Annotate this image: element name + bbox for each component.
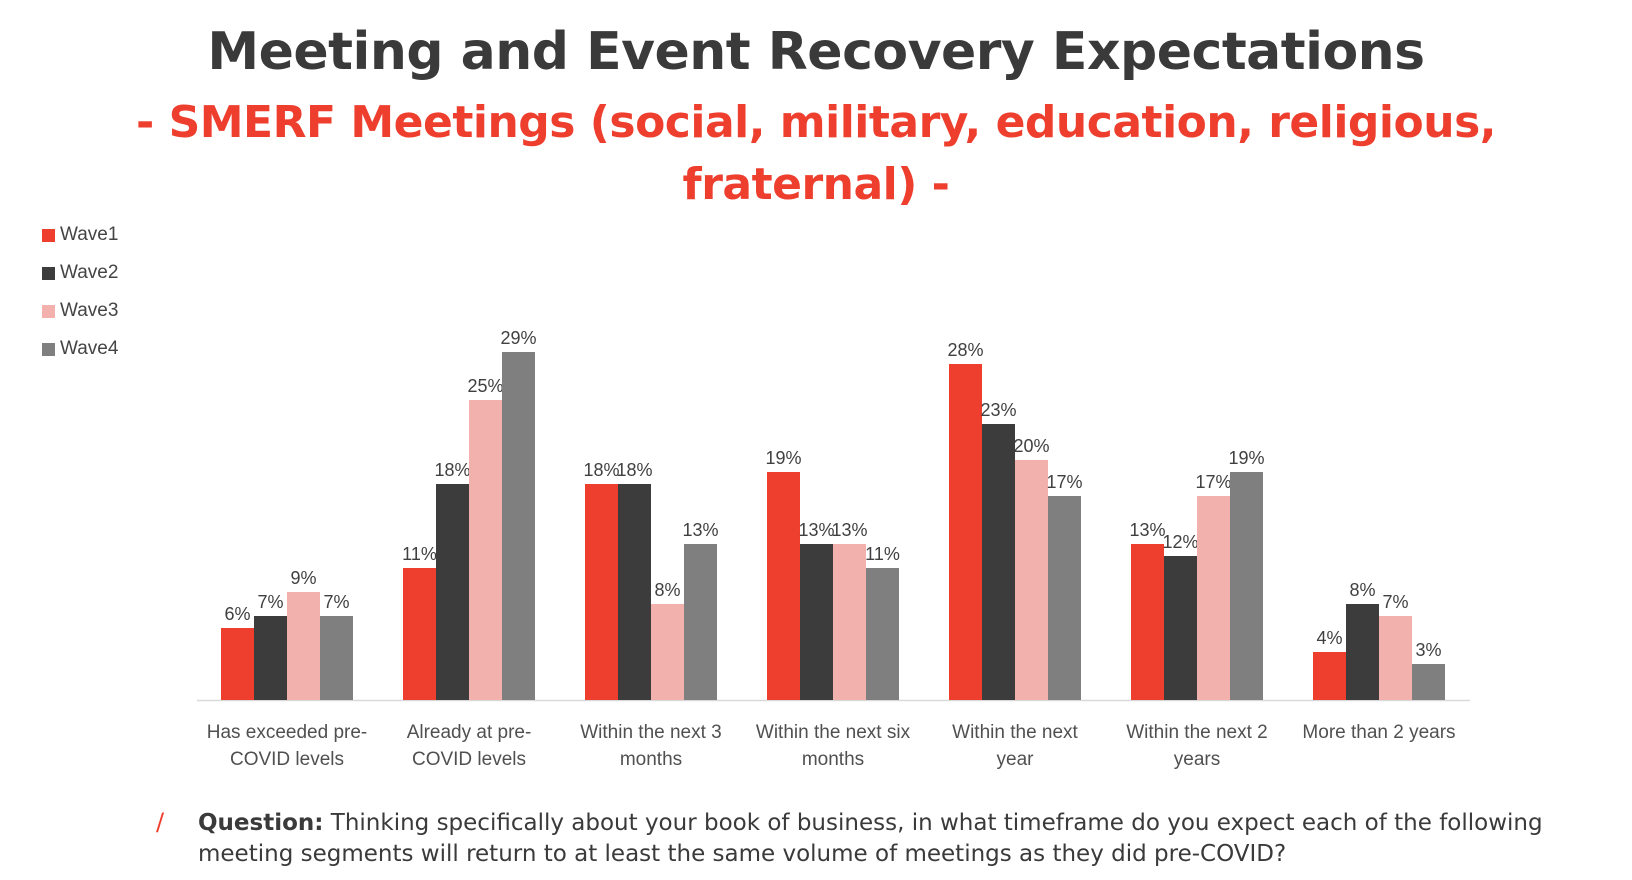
bar-wave3-4 [833, 544, 866, 700]
data-label-wave2-1: 7% [257, 592, 283, 612]
question-footnote: Question: Thinking specifically about yo… [198, 808, 1598, 870]
legend-label-wave4: Wave4 [60, 338, 119, 359]
category-label-line: Within the next six [756, 722, 911, 743]
bar-wave2-2 [436, 484, 469, 700]
bar-wave4-7 [1412, 664, 1445, 700]
data-label-wave3-1: 9% [290, 568, 316, 588]
bar-wave1-1 [221, 628, 254, 700]
category-label-7: More than 2 years [1302, 722, 1455, 743]
bar-wave4-4 [866, 568, 899, 700]
question-label: Question: [198, 810, 324, 836]
legend-swatch-wave3 [42, 304, 55, 318]
bar-wave2-4 [800, 544, 833, 700]
legend-label-wave3: Wave3 [60, 300, 119, 321]
legend-swatch-wave4 [42, 342, 55, 356]
legend-item-wave1: Wave1 [42, 216, 118, 254]
bar-wave1-2 [403, 568, 436, 700]
category-label-line: COVID levels [230, 749, 344, 770]
bar-chart: 6% 7% 9% 7% Has exceeded pre- COVID levels 11%… [197, 328, 1470, 770]
bar-wave2-3 [618, 484, 651, 700]
data-label-wave2-2: 18% [434, 460, 470, 480]
data-label-wave4-1: 7% [323, 592, 349, 612]
category-label-6: Within the next 2 years [1126, 722, 1268, 770]
bar-wave1-5 [949, 364, 982, 700]
bar-wave1-4 [767, 472, 800, 700]
category-label-line: Within the next [952, 722, 1078, 743]
legend-item-wave4: Wave4 [42, 330, 118, 368]
legend-label-wave1: Wave1 [60, 224, 119, 245]
category-label-line: COVID levels [412, 749, 526, 770]
bar-wave3-6 [1197, 496, 1230, 700]
bar-wave4-2 [502, 352, 535, 700]
category-label-1: Has exceeded pre- COVID levels [207, 722, 368, 770]
legend: Wave1 Wave2 Wave3 Wave4 [42, 216, 118, 368]
bar-wave2-6 [1164, 556, 1197, 700]
bar-wave3-1 [287, 592, 320, 700]
question-text: Thinking specifically about your book of… [198, 810, 1543, 867]
bar-wave4-6 [1230, 472, 1263, 700]
data-label-wave1-2: 11% [402, 544, 437, 564]
data-label-wave3-5: 20% [1013, 436, 1049, 456]
category-label-line: year [997, 749, 1035, 770]
category-label-line: More than 2 years [1302, 722, 1455, 743]
data-label-wave4-4: 11% [865, 544, 900, 564]
data-label-wave3-4: 13% [831, 520, 867, 540]
category-label-line: Within the next 2 [1126, 722, 1268, 743]
bar-wave3-7 [1379, 616, 1412, 700]
bar-wave1-3 [585, 484, 618, 700]
data-label-wave4-6: 19% [1228, 448, 1264, 468]
category-label-2: Already at pre- COVID levels [407, 722, 532, 770]
legend-label-wave2: Wave2 [60, 262, 119, 283]
bar-wave4-3 [684, 544, 717, 700]
category-label-line: years [1174, 749, 1220, 770]
category-label-line: Already at pre- [407, 722, 532, 743]
footer-marker: / [156, 808, 165, 836]
chart-subtitle: - SMERF Meetings (social, military, educ… [136, 97, 1496, 210]
data-label-wave2-3: 18% [616, 460, 652, 480]
category-label-3: Within the next 3 months [580, 722, 722, 770]
category-label-5: Within the next year [952, 722, 1078, 770]
category-label-line: months [802, 749, 864, 770]
legend-swatch-wave2 [42, 266, 55, 280]
data-label-wave2-7: 8% [1349, 580, 1375, 600]
bar-wave1-7 [1313, 652, 1346, 700]
data-label-wave1-1: 6% [224, 604, 250, 624]
data-label-wave2-4: 13% [798, 520, 834, 540]
data-label-wave1-7: 4% [1316, 628, 1342, 648]
data-label-wave4-3: 13% [682, 520, 718, 540]
data-label-wave4-5: 17% [1046, 472, 1082, 492]
bar-wave3-2 [469, 400, 502, 700]
legend-item-wave3: Wave3 [42, 292, 118, 330]
data-label-wave4-7: 3% [1415, 640, 1441, 660]
bar-wave2-1 [254, 616, 287, 700]
data-label-wave1-6: 13% [1129, 520, 1165, 540]
bar-wave3-3 [651, 604, 684, 700]
bar-wave4-5 [1048, 496, 1081, 700]
data-label-wave1-3: 18% [583, 460, 619, 480]
bar-wave1-6 [1131, 544, 1164, 700]
category-label-line: months [620, 749, 682, 770]
legend-swatch-wave1 [42, 228, 55, 242]
data-label-wave2-5: 23% [980, 400, 1016, 420]
category-label-line: Within the next 3 [580, 722, 722, 743]
data-label-wave3-2: 25% [467, 376, 503, 396]
bar-wave2-7 [1346, 604, 1379, 700]
data-label-wave3-6: 17% [1195, 472, 1231, 492]
bar-wave3-5 [1015, 460, 1048, 700]
data-label-wave4-2: 29% [500, 328, 536, 348]
data-label-wave3-3: 8% [654, 580, 680, 600]
data-label-wave2-6: 12% [1162, 532, 1198, 552]
data-label-wave1-5: 28% [947, 340, 983, 360]
data-label-wave1-4: 19% [765, 448, 801, 468]
category-label-line: Has exceeded pre- [207, 722, 368, 743]
chart-title: Meeting and Event Recovery Expectations [207, 22, 1425, 82]
category-label-4: Within the next six months [756, 722, 911, 770]
bar-wave2-5 [982, 424, 1015, 700]
legend-item-wave2: Wave2 [42, 254, 118, 292]
bar-wave4-1 [320, 616, 353, 700]
data-label-wave3-7: 7% [1382, 592, 1408, 612]
